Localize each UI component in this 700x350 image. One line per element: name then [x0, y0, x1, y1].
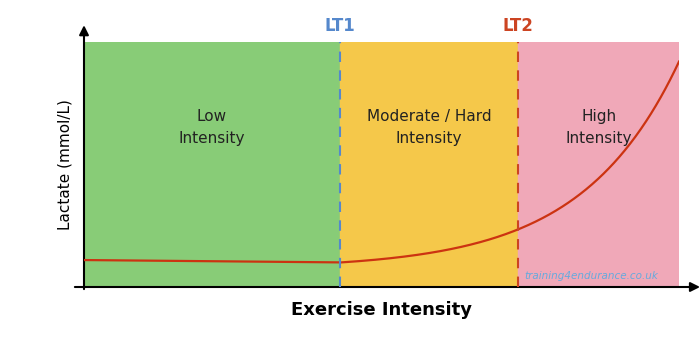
X-axis label: Exercise Intensity: Exercise Intensity: [291, 301, 472, 319]
Y-axis label: Lactate (mmol/L): Lactate (mmol/L): [58, 99, 73, 230]
Bar: [340, 42, 518, 287]
Text: High
Intensity: High Intensity: [566, 109, 632, 146]
Bar: [518, 42, 679, 287]
Bar: [84, 42, 340, 287]
Text: Moderate / Hard
Intensity: Moderate / Hard Intensity: [367, 109, 491, 146]
Text: training4endurance.co.uk: training4endurance.co.uk: [524, 271, 658, 281]
Text: LT1: LT1: [325, 17, 355, 35]
Text: LT2: LT2: [503, 17, 534, 35]
Text: Low
Intensity: Low Intensity: [178, 109, 245, 146]
